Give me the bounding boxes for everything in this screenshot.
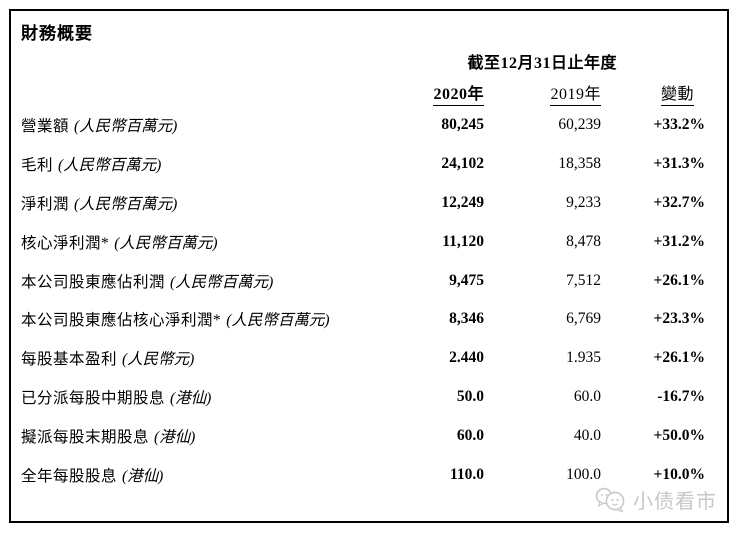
value-change: +26.1% [653,349,705,367]
table-row-label: 淨利潤 (人民幣百萬元) [21,184,376,223]
table-row-label: 毛利 (人民幣百萬元) [21,145,376,184]
value-2020: 11,120 [442,232,484,250]
page-title: 財務概要 [21,24,93,43]
column-header-change: 變動 [601,75,705,106]
value-2019: 18,358 [558,155,601,173]
period-header: 截至12月31日止年度 [467,55,617,72]
metric-name: 毛利 [21,157,54,175]
metric-unit: (人民幣百萬元) [74,195,178,213]
metric-unit: (港仙) [170,389,212,407]
metric-name: 本公司股東應佔利潤 [21,273,166,291]
metric-name: 淨利潤 [21,195,70,213]
metric-unit: (人民幣百萬元) [170,273,274,291]
value-2019: 40.0 [573,426,601,444]
metric-name: 營業額 [21,118,70,136]
value-2020: 110.0 [449,465,484,483]
table-row-label: 全年每股股息 (港仙) [21,455,376,494]
value-2019: 6,769 [566,310,601,328]
metric-unit: (港仙) [154,428,196,446]
metric-unit: (人民幣百萬元) [58,157,162,175]
table-row-label: 已分派每股中期股息 (港仙) [21,378,376,417]
chat-bubbles-icon [595,487,625,513]
table-row-label: 本公司股東應佔核心淨利潤* (人民幣百萬元) [21,300,376,339]
column-header-2019: 2019年 [484,75,601,106]
value-change: +32.7% [653,193,705,211]
value-2019: 60,239 [558,116,601,134]
value-2020: 50.0 [456,387,484,405]
column-header-2019-label: 2019年 [550,80,601,106]
value-change: -16.7% [657,387,705,405]
metric-name: 已分派每股中期股息 [21,389,166,407]
metric-name: 擬派每股末期股息 [21,428,150,446]
metric-unit: (人民幣百萬元) [74,118,178,136]
document-content: 財務概要 截至12月31日止年度 2020年 2019年 變動 營業額 (人民幣… [21,23,705,521]
metric-unit: (人民幣百萬元) [114,234,218,252]
table-row-label: 營業額 (人民幣百萬元) [21,106,376,145]
table-row-label: 擬派每股末期股息 (港仙) [21,416,376,455]
value-change: +23.3% [653,310,705,328]
value-2019: 8,478 [566,232,601,250]
value-2020: 24,102 [441,155,484,173]
table-row-label: 核心淨利潤* (人民幣百萬元) [21,222,376,261]
column-header-2020-label: 2020年 [433,80,484,106]
value-2019: 1.935 [566,349,601,367]
metric-unit: (港仙) [122,467,164,485]
value-change: +10.0% [653,465,705,483]
value-2020: 9,475 [449,271,484,289]
column-header-change-label: 變動 [660,80,694,106]
metric-name: 全年每股股息 [21,467,118,485]
value-2020: 2.440 [449,349,484,367]
table-row-label: 每股基本盈利 (人民幣元) [21,339,376,378]
financial-summary-table: 截至12月31日止年度 2020年 2019年 變動 營業額 (人民幣百萬元) … [21,44,705,494]
value-2020: 80,245 [441,116,484,134]
value-change: +31.3% [653,155,705,173]
value-2020: 8,346 [449,310,484,328]
value-change: +26.1% [653,271,705,289]
watermark: 小债看市 [594,485,717,514]
value-2019: 9,233 [566,193,601,211]
value-2020: 12,249 [441,193,484,211]
column-header-2020: 2020年 [376,75,484,106]
metric-name: 每股基本盈利 [21,351,118,369]
metric-unit: (人民幣元) [122,351,195,369]
value-2019: 60.0 [573,387,601,405]
metric-unit: (人民幣百萬元) [226,312,330,330]
metric-name: 核心淨利潤* [21,234,110,252]
value-2020: 60.0 [456,426,484,444]
document-border-frame: 財務概要 截至12月31日止年度 2020年 2019年 變動 營業額 (人民幣… [9,9,729,523]
metric-name: 本公司股東應佔核心淨利潤* [21,312,222,330]
table-row-label: 本公司股東應佔利潤 (人民幣百萬元) [21,261,376,300]
watermark-text: 小债看市 [633,491,717,513]
value-2019: 100.0 [566,465,601,483]
value-change: +31.2% [653,232,705,250]
value-change: +50.0% [653,426,705,444]
value-change: +33.2% [653,116,705,134]
value-2019: 7,512 [566,271,601,289]
